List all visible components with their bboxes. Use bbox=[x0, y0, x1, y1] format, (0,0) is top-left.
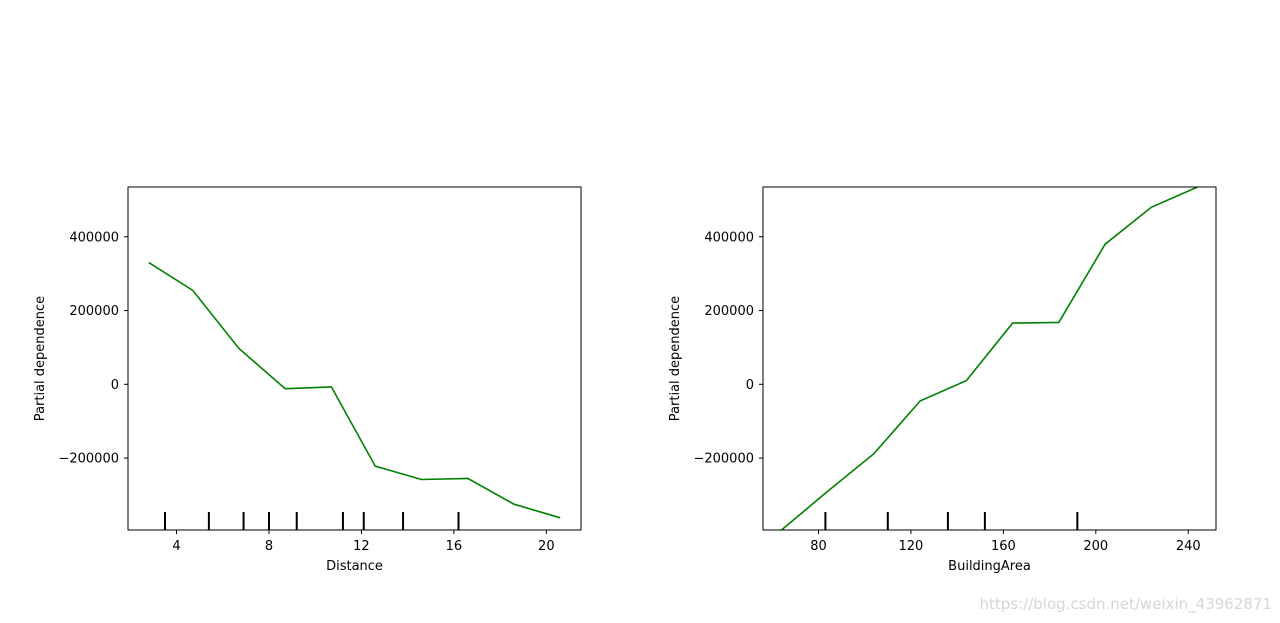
x-tick-label: 160 bbox=[991, 539, 1016, 554]
x-tick-label: 200 bbox=[1083, 539, 1108, 554]
x-axis-label: BuildingArea bbox=[948, 559, 1031, 574]
y-tick-label: −200000 bbox=[693, 452, 754, 467]
x-tick-label: 16 bbox=[446, 539, 463, 554]
x-tick-label: 120 bbox=[899, 539, 924, 554]
y-axis-label: Partial dependence bbox=[668, 296, 683, 421]
y-axis-label: Partial dependence bbox=[33, 296, 48, 421]
axes-frame bbox=[762, 186, 1217, 531]
y-tick-label: 0 bbox=[746, 378, 754, 393]
series-line bbox=[780, 187, 1198, 530]
x-tick-label: 20 bbox=[538, 539, 555, 554]
x-tick-label: 12 bbox=[353, 539, 370, 554]
series-line bbox=[148, 261, 561, 519]
y-tick-label: 200000 bbox=[69, 304, 119, 319]
y-tick-label: 200000 bbox=[704, 304, 754, 319]
x-tick-label: 240 bbox=[1176, 539, 1201, 554]
x-tick-label: 80 bbox=[810, 539, 827, 554]
y-tick-label: 400000 bbox=[704, 230, 754, 245]
distance-plot: 4 8 12 16 20 −200000 0 200000 400000 Distance Part… bbox=[33, 186, 582, 574]
watermark: https://blog.csdn.net/weixin_43962871 bbox=[979, 595, 1272, 613]
y-tick-label: −200000 bbox=[58, 452, 119, 467]
y-tick-label: 400000 bbox=[69, 230, 119, 245]
x-axis-label: Distance bbox=[326, 559, 383, 574]
axes-frame bbox=[127, 186, 582, 531]
y-tick-label: 0 bbox=[111, 378, 119, 393]
x-tick-label: 4 bbox=[172, 539, 180, 554]
x-tick-label: 8 bbox=[265, 539, 273, 554]
building-area-plot: 80 120 160 200 240 −200000 0 200000 400000 Buildi… bbox=[668, 186, 1217, 574]
